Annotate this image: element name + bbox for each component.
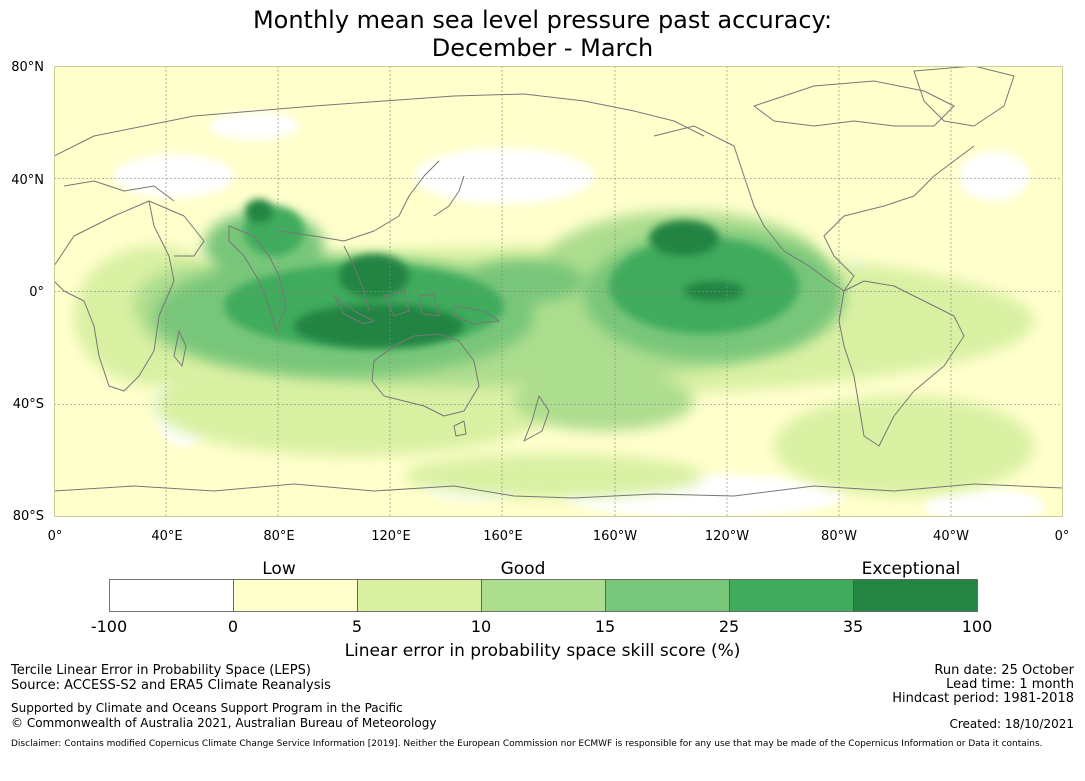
- colorbar-segment-3: [481, 579, 606, 612]
- colorbar-segment-6: [853, 579, 978, 612]
- lon-label-0-left: 0°: [47, 529, 63, 544]
- footer-disclaimer: Disclaimer: Contains modified Copernicus…: [11, 739, 1043, 749]
- colorbar-segment-1: [233, 579, 358, 612]
- footer-leps: Tercile Linear Error in Probability Spac…: [11, 663, 311, 678]
- colorbar-label: Linear error in probability space skill …: [344, 641, 741, 661]
- lat-label-80n: 80°N: [11, 60, 44, 75]
- footer-supported: Supported by Climate and Oceans Support …: [11, 701, 403, 715]
- category-low: Low: [262, 559, 296, 579]
- lon-label-80e: 80°E: [263, 529, 295, 544]
- colorbar-segment-2: [357, 579, 482, 612]
- lon-label-80w: 80°W: [821, 529, 857, 544]
- lat-label-40s: 40°S: [12, 397, 44, 412]
- lat-label-40n: 40°N: [11, 173, 44, 188]
- colorbar: [109, 579, 978, 612]
- lon-label-40w: 40°W: [933, 529, 969, 544]
- lon-label-160w: 160°W: [592, 529, 638, 544]
- colorbar-segment-4: [605, 579, 730, 612]
- footer-created: Created: 18/10/2021: [949, 717, 1074, 731]
- category-good: Good: [500, 559, 546, 579]
- footer-lead-time: Lead time: 1 month: [946, 677, 1074, 692]
- tick-label-5: 5: [351, 617, 363, 636]
- coastlines: [54, 66, 1063, 499]
- lon-label-0-right: 0°: [1054, 529, 1070, 544]
- tick-label-100: 100: [961, 617, 993, 636]
- tick-label-15: 15: [594, 617, 616, 636]
- tick-label-neg100: -100: [90, 617, 128, 636]
- graticule: [54, 66, 1063, 517]
- lon-label-120w: 120°W: [704, 529, 750, 544]
- skill-35-100: [245, 199, 744, 348]
- lon-label-40e: 40°E: [151, 529, 183, 544]
- tick-label-25: 25: [718, 617, 740, 636]
- lat-label-0: 0°: [29, 285, 44, 300]
- tick-label-35: 35: [842, 617, 864, 636]
- category-exceptional: Exceptional: [861, 559, 961, 579]
- footer-hindcast: Hindcast period: 1981-2018: [892, 691, 1074, 706]
- colorbar-segment-5: [729, 579, 854, 612]
- skill-map: [54, 66, 1063, 517]
- footer-copyright: © Commonwealth of Australia 2021, Austra…: [11, 716, 437, 730]
- map-title-line2: December - March: [431, 34, 654, 62]
- tick-label-0: 0: [227, 617, 239, 636]
- footer-run-date: Run date: 25 October: [934, 663, 1074, 678]
- tick-label-10: 10: [470, 617, 492, 636]
- lat-label-80s: 80°S: [12, 509, 44, 524]
- colorbar-segment-0: [109, 579, 234, 612]
- footer-source: Source: ACCESS-S2 and ERA5 Climate Reana…: [11, 678, 331, 693]
- lon-label-120e: 120°E: [371, 529, 411, 544]
- map-title-line1: Monthly mean sea level pressure past acc…: [252, 6, 833, 34]
- lon-label-160e: 160°E: [483, 529, 523, 544]
